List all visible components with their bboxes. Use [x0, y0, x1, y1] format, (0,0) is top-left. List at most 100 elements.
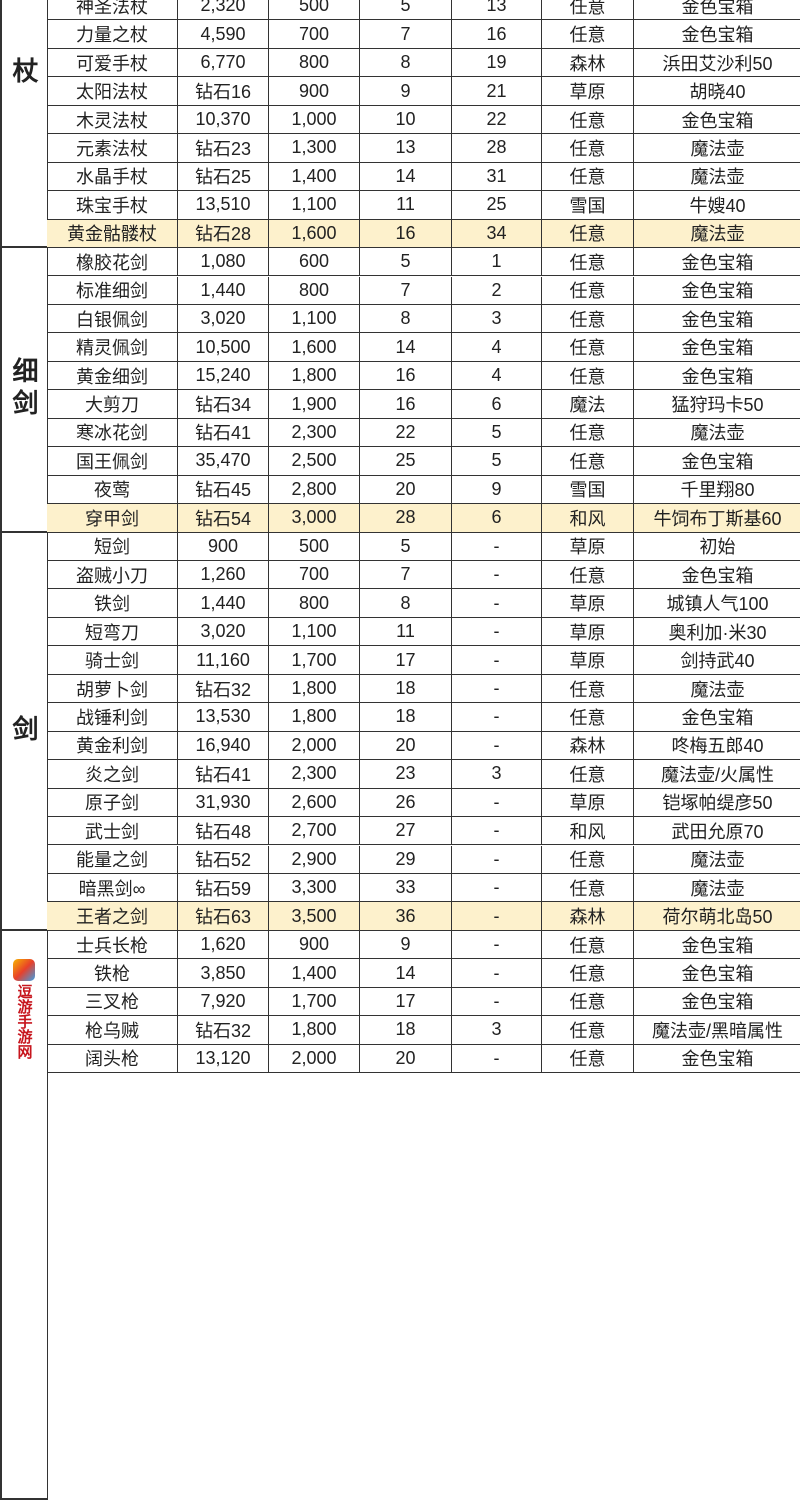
cell-source: 奥利加·米30: [634, 618, 800, 647]
cell-level: 16: [360, 390, 452, 419]
cell-location: 草原: [542, 589, 634, 618]
cell-name: 国王佩剑: [47, 447, 178, 476]
cell-stat: -: [452, 1044, 542, 1074]
cell-level: 17: [360, 987, 452, 1017]
site-logo: 逗游手游网: [6, 957, 42, 1061]
cell-location: 任意: [542, 418, 634, 448]
cell-attack: 900: [269, 77, 360, 106]
cell-stat: 1: [452, 248, 542, 277]
table-row: 白银佩剑 3,020 1,100 8 3 任意 金色宝箱: [47, 304, 800, 334]
cell-source: 金色宝箱: [634, 277, 800, 305]
cell-source: 魔法壶/黑暗属性: [634, 1016, 800, 1045]
cell-level: 22: [360, 418, 452, 448]
cell-source: 浜田艾沙利50: [634, 49, 800, 78]
cell-stat: -: [452, 902, 542, 931]
cell-stat: 4: [452, 333, 542, 362]
cell-level: 18: [360, 674, 452, 704]
cell-attack: 1,800: [269, 361, 360, 391]
cell-stat: 13: [452, 0, 542, 21]
cell-source: 魔法壶/火属性: [634, 760, 800, 789]
cell-location: 任意: [542, 361, 634, 391]
cell-level: 20: [360, 475, 452, 505]
cell-price: 13,120: [178, 1044, 269, 1074]
cell-price: 15,240: [178, 361, 269, 391]
cell-source: 金色宝箱: [634, 106, 800, 135]
cell-location: 任意: [542, 105, 634, 135]
table-row: 盗贼小刀 1,260 700 7- 任意 金色宝箱: [47, 561, 800, 590]
cell-level: 14: [360, 959, 452, 988]
cell-location: 任意: [542, 447, 634, 476]
table-row: 穿甲剑 钻石54 3,000 28 6 和风 牛饲布丁斯基60: [47, 504, 800, 533]
cell-stat: 3: [452, 1016, 542, 1045]
cell-name: 炎之剑: [47, 760, 178, 789]
cell-price: 3,020: [178, 304, 269, 334]
cell-stat: -: [452, 561, 542, 590]
cell-location: 森林: [542, 48, 634, 78]
cell-price: 1,620: [178, 930, 269, 960]
cell-level: 8: [360, 304, 452, 334]
cell-location: 任意: [542, 703, 634, 732]
cell-name: 标准细剑: [47, 276, 178, 305]
table-row: 阔头枪 13,120 2,000 20- 任意 金色宝箱: [47, 1044, 800, 1074]
cell-name: 铁枪: [47, 959, 178, 988]
cell-location: 任意: [542, 760, 634, 789]
cell-attack: 500: [269, 0, 360, 21]
cell-source: 剑持武40: [634, 646, 800, 675]
cell-price: 1,080: [178, 248, 269, 277]
table-row: 士兵长枪 1,620 900 9- 任意 金色宝箱: [47, 930, 800, 960]
cell-price: 31,930: [178, 788, 269, 818]
cell-attack: 2,000: [269, 1044, 360, 1074]
cell-name: 骑士剑: [47, 646, 178, 675]
cell-source: 魔法壶: [634, 419, 800, 448]
cell-location: 任意: [542, 219, 634, 249]
cell-location: 任意: [542, 873, 634, 903]
cell-source: 金色宝箱: [634, 333, 800, 362]
cell-name: 黄金细剑: [47, 361, 178, 391]
cell-attack: 1,000: [269, 105, 360, 135]
cell-name: 白银佩剑: [47, 304, 178, 334]
cell-attack: 1,600: [269, 333, 360, 362]
cell-stat: -: [452, 731, 542, 761]
cell-attack: 1,100: [269, 191, 360, 220]
cell-price: 钻石54: [178, 504, 269, 533]
cell-price: 7,920: [178, 987, 269, 1017]
cell-stat: 22: [452, 105, 542, 135]
table-row: 精灵佩剑 10,500 1,600 14 4 任意 金色宝箱: [47, 333, 800, 362]
table-row: 黄金利剑 16,940 2,000 20- 森林 咚梅五郎40: [47, 731, 800, 761]
category-cell: 剑: [0, 532, 48, 931]
cell-attack: 2,000: [269, 731, 360, 761]
cell-price: 1,440: [178, 276, 269, 305]
cell-location: 和风: [542, 817, 634, 846]
table-row: 暗黑剑∞ 钻石59 3,300 33- 任意 魔法壶: [47, 873, 800, 903]
cell-location: 任意: [542, 304, 634, 334]
cell-location: 草原: [542, 646, 634, 675]
cell-stat: 6: [452, 504, 542, 533]
cell-name: 原子剑: [47, 788, 178, 818]
cell-source: 魔法壶: [634, 675, 800, 704]
cell-source: 猛狩玛卡50: [634, 390, 800, 419]
cell-level: 7: [360, 276, 452, 305]
cell-stat: -: [452, 873, 542, 903]
cell-name: 枪乌贼: [47, 1016, 178, 1045]
cell-source: 魔法壶: [634, 874, 800, 903]
cell-level: 28: [360, 504, 452, 533]
table-row: 力量之杖 4,590 700 7 16 任意 金色宝箱: [47, 20, 800, 49]
cell-name: 大剪刀: [47, 390, 178, 419]
cell-level: 20: [360, 731, 452, 761]
cell-level: 17: [360, 646, 452, 675]
cell-stat: 34: [452, 219, 542, 249]
cell-level: 9: [360, 930, 452, 960]
table-row: 黄金细剑 15,240 1,800 16 4 任意 金色宝箱: [47, 361, 800, 391]
cell-name: 阔头枪: [47, 1044, 178, 1074]
cell-source: 金色宝箱: [634, 20, 800, 49]
cell-name: 神圣法杖: [47, 0, 178, 21]
cell-stat: -: [452, 674, 542, 704]
cell-price: 35,470: [178, 447, 269, 476]
cell-price: 钻石25: [178, 162, 269, 192]
cell-attack: 1,600: [269, 219, 360, 249]
table-row: 短弯刀 3,020 1,100 11- 草原 奥利加·米30: [47, 617, 800, 647]
cell-price: 钻石32: [178, 1016, 269, 1045]
table-row: 战锤利剑 13,530 1,800 18- 任意 金色宝箱: [47, 703, 800, 732]
cell-name: 三叉枪: [47, 987, 178, 1017]
